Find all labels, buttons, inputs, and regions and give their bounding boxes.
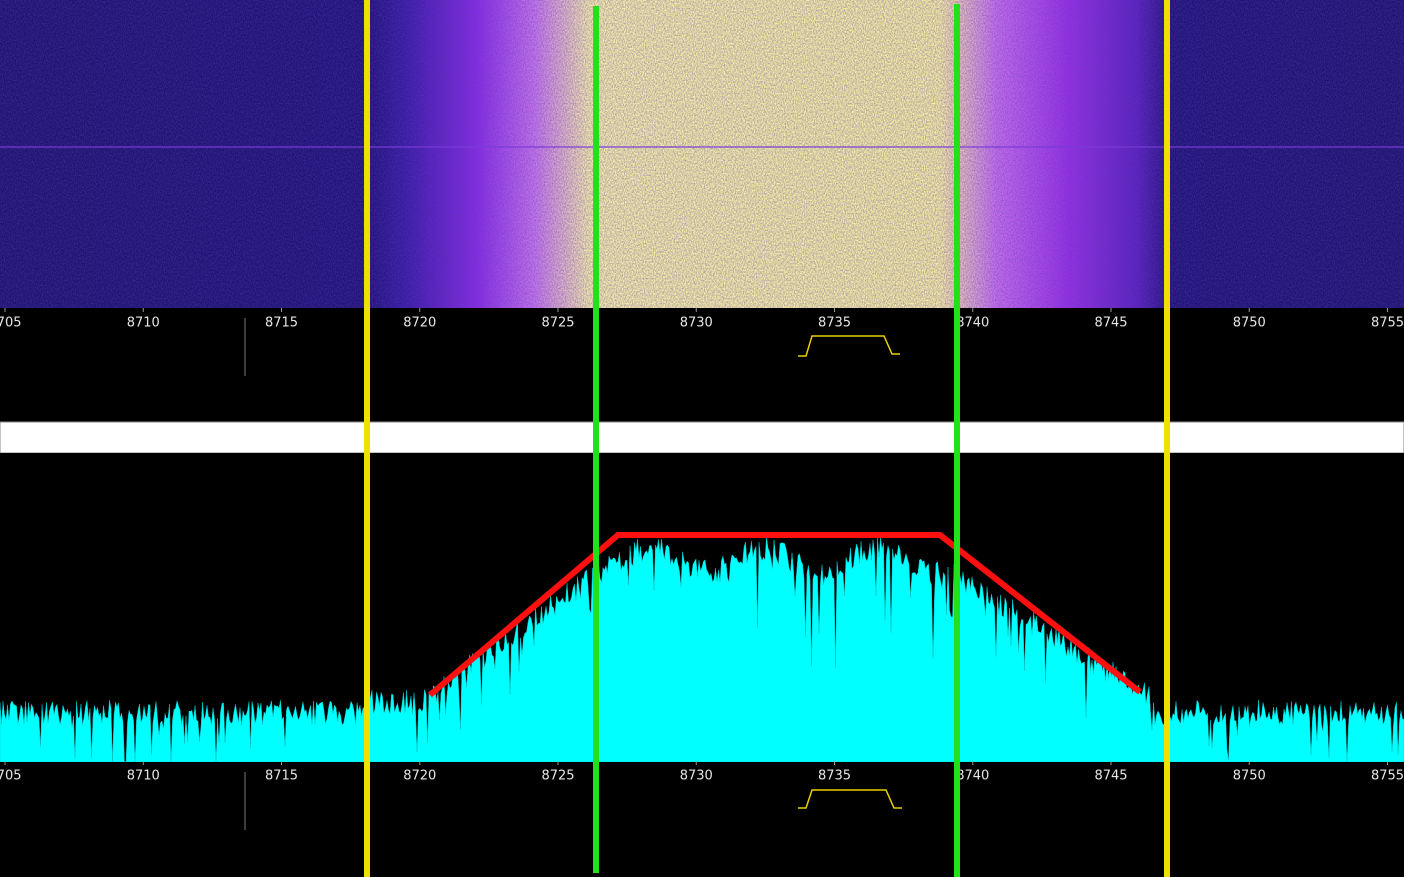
tick-label: 8730 [680, 769, 713, 784]
passband-icon [798, 789, 902, 809]
tick-label: 8710 [127, 769, 160, 784]
tick-label: 8715 [265, 769, 298, 784]
waterfall-line [0, 146, 1404, 148]
waterfall [0, 0, 1404, 308]
tick-label: 8740 [956, 316, 989, 331]
tick-label: 8755 [1371, 769, 1404, 784]
spectrum-trace [0, 536, 1404, 763]
tick-label: 8755 [1371, 316, 1404, 331]
tick-label: 8745 [1094, 316, 1127, 331]
passband-icon [798, 335, 900, 357]
filter-outline [428, 532, 1142, 698]
waterfall-noise [0, 0, 1404, 308]
scale-bottom: 8705 8710 8715 8720 8725 8730 8735 8740 8745 8750… [0, 761, 1404, 877]
tick-label: 8720 [403, 769, 436, 784]
tick-label: 8750 [1233, 316, 1266, 331]
tick-label: 8725 [541, 769, 574, 784]
tick-label: 8705 [0, 316, 22, 331]
tick-label: 8720 [403, 316, 436, 331]
scale-top: 8705 8710 8715 8720 8725 8730 8735 8740 8745 8750… [0, 308, 1404, 422]
tick-label: 8705 [0, 769, 22, 784]
tick-label: 8740 [956, 769, 989, 784]
tick-label: 8725 [541, 316, 574, 331]
tick-label: 8735 [818, 316, 851, 331]
separator-bar [0, 421, 1404, 454]
tick-label: 8735 [818, 769, 851, 784]
tick-label: 8730 [680, 316, 713, 331]
spectrum [0, 453, 1404, 763]
tick-label: 8745 [1094, 769, 1127, 784]
tick-label: 8710 [127, 316, 160, 331]
tick-label: 8715 [265, 316, 298, 331]
tick-label: 8750 [1233, 769, 1266, 784]
